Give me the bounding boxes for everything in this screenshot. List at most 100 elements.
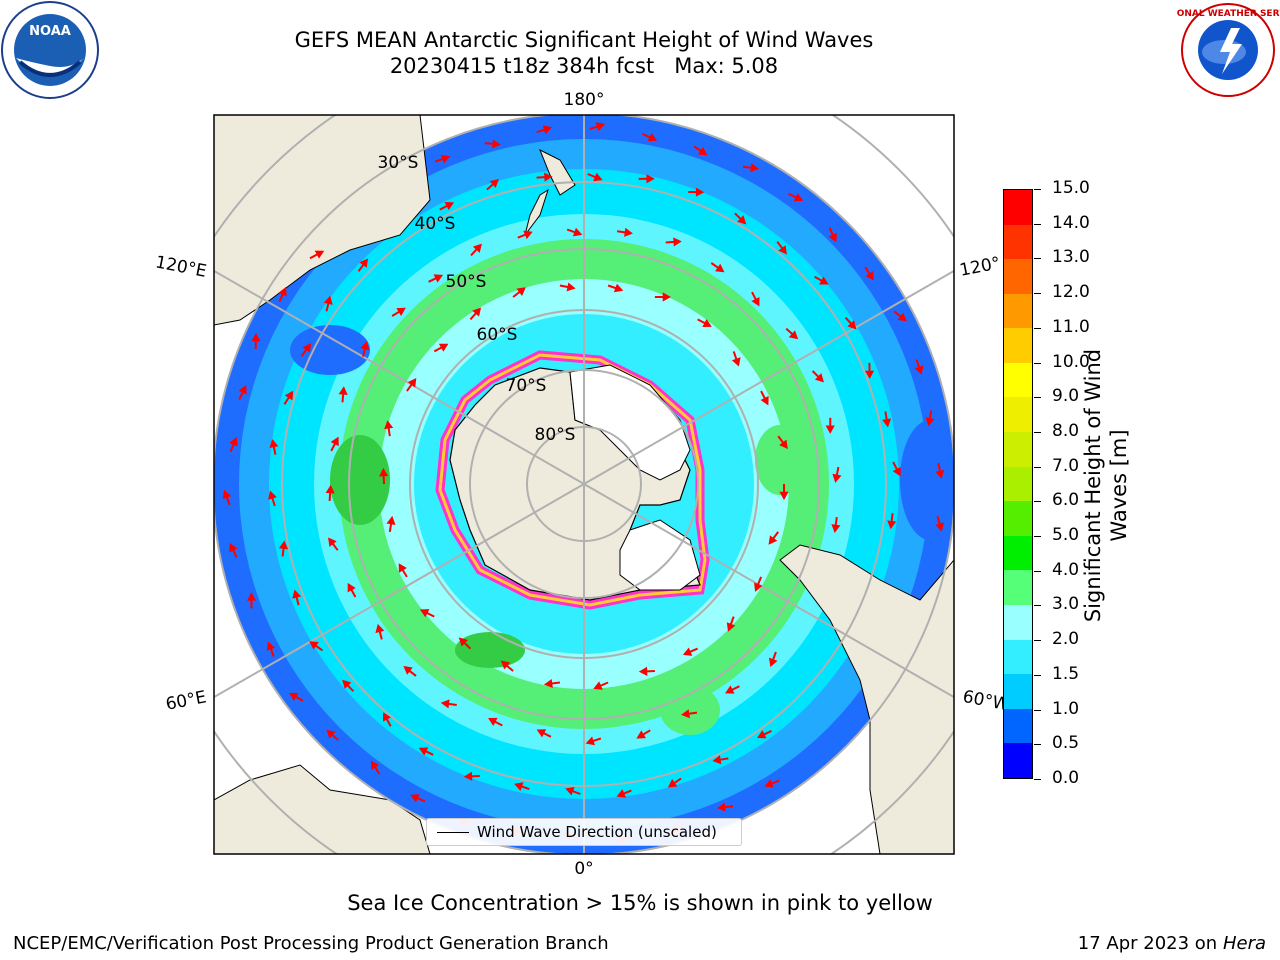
legend-line-icon <box>437 832 469 833</box>
wind-arrow-head <box>715 263 725 273</box>
wind-arrow-head <box>647 132 658 142</box>
wind-arrow-head <box>325 484 335 494</box>
wind-arrow-head <box>613 283 624 293</box>
colorbar-band <box>1004 501 1032 536</box>
caption: Sea Ice Concentration > 15% is shown in … <box>347 891 933 915</box>
colorbar-tick-label: 12.0 <box>1052 282 1090 303</box>
colorbar-tick-label: 1.5 <box>1052 663 1080 684</box>
wind-arrow-head <box>712 755 722 765</box>
wind-arrow-head <box>278 286 287 297</box>
wind-arrow-head <box>403 666 413 675</box>
weddell-ice-shelf <box>619 519 701 591</box>
wind-arrow-head <box>793 193 804 202</box>
wind-arrow-head <box>458 637 468 647</box>
colorbar-band <box>1004 432 1032 467</box>
wind-arrow-head <box>360 341 370 351</box>
wind-arrow-head <box>764 779 774 788</box>
wind-arrow-head <box>828 232 837 243</box>
wind-arrow-head <box>731 357 741 367</box>
colorbar-tick-mark <box>1034 674 1041 676</box>
colorbar-tick-mark <box>1034 501 1041 503</box>
colorbar-tick-mark <box>1034 466 1041 468</box>
colorbar-band <box>1004 570 1032 606</box>
lon-label-right-upper: 120° <box>958 253 1002 280</box>
map-legend: Wind Wave Direction (unscaled) <box>426 818 742 846</box>
wind-arrow-head <box>536 729 547 738</box>
wind-arrow-head <box>375 623 385 634</box>
colorbar-tick-label: 4.0 <box>1052 559 1080 580</box>
wind-wave-arrows <box>222 122 945 844</box>
wind-arrow-head <box>566 282 576 292</box>
colorbar-tick-label: 8.0 <box>1052 420 1080 441</box>
wind-arrow-head <box>779 439 788 450</box>
colorbar-tick-label: 7.0 <box>1052 455 1080 476</box>
colorbar-tick-label: 13.0 <box>1052 247 1090 268</box>
colorbar-title: Significant Height of Wind Waves [m] <box>1081 349 1131 622</box>
wind-arrow-head <box>636 730 646 739</box>
wind-arrow-head <box>646 174 655 184</box>
wind-arrow-head <box>268 490 277 500</box>
colorbar-band <box>1004 639 1032 675</box>
wind-arrow-head <box>543 679 553 689</box>
wind-arrow-head <box>695 187 705 197</box>
legend-label: Wind Wave Direction (unscaled) <box>477 823 717 841</box>
wind-arrow-head <box>418 747 429 756</box>
colorbar-tick-mark <box>1034 744 1041 746</box>
wind-arrow-head <box>864 370 875 379</box>
wind-arrow-head <box>544 172 553 182</box>
wind-arrow-head <box>516 287 526 296</box>
wind-arrow-head <box>572 227 583 237</box>
wind-arrow-head <box>463 771 473 781</box>
wind-arrow-head <box>523 230 533 240</box>
wind-arrow-head <box>725 685 735 694</box>
colorbar-tick-mark <box>1034 536 1041 538</box>
colorbar-tick-mark <box>1034 189 1041 190</box>
colorbar-band <box>1004 466 1032 502</box>
wind-arrow-head <box>269 438 279 449</box>
wind-arrow-head <box>831 524 841 533</box>
wind-arrow-head <box>229 542 238 553</box>
colorbar-band <box>1004 224 1032 260</box>
colorbar-tick-mark <box>1034 327 1041 329</box>
wind-arrow-head <box>347 582 356 593</box>
colorbar-tick-label: 2.0 <box>1052 629 1080 650</box>
wind-arrow-head <box>379 467 389 477</box>
colorbar-tick-label: 6.0 <box>1052 490 1080 511</box>
wind-arrow-head <box>935 522 944 532</box>
wind-arrow-head <box>778 245 787 255</box>
colorbar-tick-mark <box>1034 709 1041 711</box>
footer-left: NCEP/EMC/Verification Post Processing Pr… <box>13 933 609 954</box>
colorbar <box>1003 189 1033 779</box>
wind-arrow-head <box>768 657 778 668</box>
wind-arrow-head <box>342 679 352 689</box>
wind-arrow-head <box>750 163 760 173</box>
wind-arrow-head <box>667 778 678 788</box>
wind-arrow-head <box>309 641 319 650</box>
wind-arrow-head <box>438 343 449 352</box>
wind-arrow-head <box>472 243 482 253</box>
wind-arrow-head <box>757 730 767 739</box>
wind-arrow-head <box>326 729 336 739</box>
wind-arrow-head <box>593 681 603 690</box>
colorbar-tick-mark <box>1034 431 1041 433</box>
wind-arrow-head <box>616 789 626 798</box>
lon-label-left-lower: 60°E <box>164 687 208 714</box>
colorbar-tick-label: 9.0 <box>1052 386 1080 407</box>
colorbar-band <box>1004 535 1032 571</box>
colorbar-tick-mark <box>1034 223 1041 225</box>
lat-label-40s: 40°S <box>415 214 456 234</box>
wind-arrow-head <box>359 258 369 268</box>
colorbar-band <box>1004 605 1032 640</box>
colorbar-tick-mark <box>1034 293 1041 295</box>
wind-arrow-head <box>433 274 444 283</box>
wind-arrow-head <box>768 535 778 545</box>
noaa-logo: NOAA <box>1 1 99 99</box>
wind-arrow-head <box>595 122 605 132</box>
wind-arrow-head <box>726 622 736 632</box>
colorbar-title-line1: Significant Height of Wind <box>1081 348 1105 623</box>
wind-arrow-head <box>814 373 824 383</box>
colorbar-tick-label: 0.5 <box>1052 733 1080 754</box>
wind-arrow-head <box>419 609 430 618</box>
wind-arrow-head <box>565 786 575 796</box>
